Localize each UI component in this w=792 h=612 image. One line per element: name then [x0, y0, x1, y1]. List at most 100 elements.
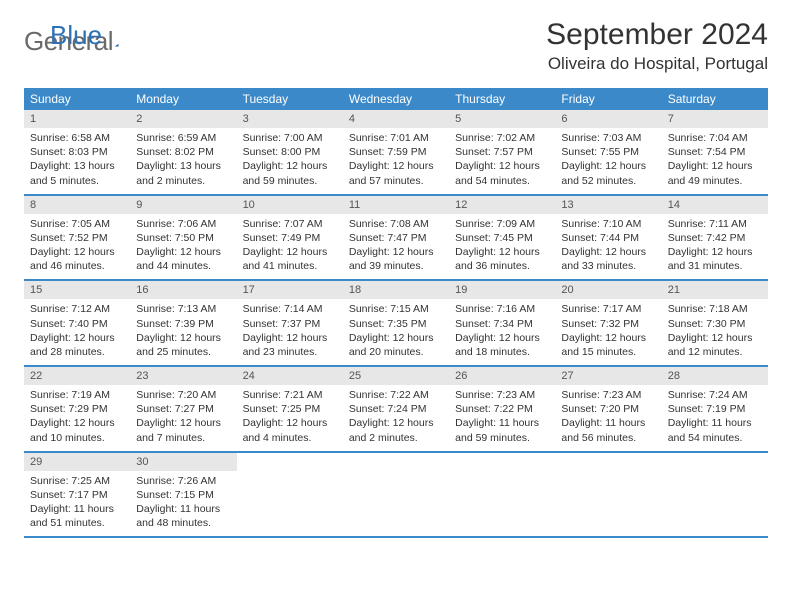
- week-row: 1Sunrise: 6:58 AMSunset: 8:03 PMDaylight…: [24, 110, 768, 196]
- sunrise-text: Sunrise: 7:12 AM: [30, 302, 124, 316]
- sunrise-text: Sunrise: 7:04 AM: [668, 131, 762, 145]
- sunrise-text: Sunrise: 7:07 AM: [243, 217, 337, 231]
- daylight-text: Daylight: 11 hours and 56 minutes.: [561, 416, 655, 444]
- sunset-text: Sunset: 7:29 PM: [30, 402, 124, 416]
- day-number: 20: [555, 281, 661, 299]
- sunrise-text: Sunrise: 7:16 AM: [455, 302, 549, 316]
- sunset-text: Sunset: 7:54 PM: [668, 145, 762, 159]
- daylight-text: Daylight: 12 hours and 57 minutes.: [349, 159, 443, 187]
- sunset-text: Sunset: 7:32 PM: [561, 317, 655, 331]
- day-body: Sunrise: 7:12 AMSunset: 7:40 PMDaylight:…: [24, 299, 130, 359]
- sunrise-text: Sunrise: 7:13 AM: [136, 302, 230, 316]
- day-number: 1: [24, 110, 130, 128]
- day-cell: 10Sunrise: 7:07 AMSunset: 7:49 PMDayligh…: [237, 196, 343, 280]
- day-body: Sunrise: 7:18 AMSunset: 7:30 PMDaylight:…: [662, 299, 768, 359]
- sunset-text: Sunset: 7:52 PM: [30, 231, 124, 245]
- title-block: September 2024 Oliveira do Hospital, Por…: [546, 18, 768, 74]
- day-number: 14: [662, 196, 768, 214]
- day-cell: 13Sunrise: 7:10 AMSunset: 7:44 PMDayligh…: [555, 196, 661, 280]
- sunrise-text: Sunrise: 6:59 AM: [136, 131, 230, 145]
- day-body: Sunrise: 7:22 AMSunset: 7:24 PMDaylight:…: [343, 385, 449, 445]
- day-body: Sunrise: 7:07 AMSunset: 7:49 PMDaylight:…: [237, 214, 343, 274]
- daylight-text: Daylight: 11 hours and 48 minutes.: [136, 502, 230, 530]
- sunset-text: Sunset: 7:30 PM: [668, 317, 762, 331]
- daylight-text: Daylight: 12 hours and 52 minutes.: [561, 159, 655, 187]
- day-cell: 25Sunrise: 7:22 AMSunset: 7:24 PMDayligh…: [343, 367, 449, 451]
- day-cell: [662, 453, 768, 537]
- day-number: 18: [343, 281, 449, 299]
- sunset-text: Sunset: 7:47 PM: [349, 231, 443, 245]
- day-cell: 2Sunrise: 6:59 AMSunset: 8:02 PMDaylight…: [130, 110, 236, 194]
- day-cell: 26Sunrise: 7:23 AMSunset: 7:22 PMDayligh…: [449, 367, 555, 451]
- day-body: Sunrise: 6:58 AMSunset: 8:03 PMDaylight:…: [24, 128, 130, 188]
- day-number: 15: [24, 281, 130, 299]
- day-cell: 16Sunrise: 7:13 AMSunset: 7:39 PMDayligh…: [130, 281, 236, 365]
- sunrise-text: Sunrise: 7:11 AM: [668, 217, 762, 231]
- daylight-text: Daylight: 12 hours and 36 minutes.: [455, 245, 549, 273]
- day-number: 6: [555, 110, 661, 128]
- sunrise-text: Sunrise: 7:00 AM: [243, 131, 337, 145]
- day-number: 8: [24, 196, 130, 214]
- sunrise-text: Sunrise: 7:05 AM: [30, 217, 124, 231]
- daylight-text: Daylight: 12 hours and 4 minutes.: [243, 416, 337, 444]
- sunset-text: Sunset: 8:00 PM: [243, 145, 337, 159]
- day-cell: 18Sunrise: 7:15 AMSunset: 7:35 PMDayligh…: [343, 281, 449, 365]
- day-body: Sunrise: 7:19 AMSunset: 7:29 PMDaylight:…: [24, 385, 130, 445]
- day-number: 16: [130, 281, 236, 299]
- daylight-text: Daylight: 12 hours and 18 minutes.: [455, 331, 549, 359]
- sunset-text: Sunset: 7:27 PM: [136, 402, 230, 416]
- week-row: 15Sunrise: 7:12 AMSunset: 7:40 PMDayligh…: [24, 281, 768, 367]
- daylight-text: Daylight: 12 hours and 44 minutes.: [136, 245, 230, 273]
- calendar: Sunday Monday Tuesday Wednesday Thursday…: [24, 88, 768, 538]
- day-body: Sunrise: 7:02 AMSunset: 7:57 PMDaylight:…: [449, 128, 555, 188]
- sunrise-text: Sunrise: 7:01 AM: [349, 131, 443, 145]
- daylight-text: Daylight: 13 hours and 5 minutes.: [30, 159, 124, 187]
- sunrise-text: Sunrise: 6:58 AM: [30, 131, 124, 145]
- daylight-text: Daylight: 12 hours and 59 minutes.: [243, 159, 337, 187]
- daylight-text: Daylight: 12 hours and 39 minutes.: [349, 245, 443, 273]
- day-body: Sunrise: 6:59 AMSunset: 8:02 PMDaylight:…: [130, 128, 236, 188]
- sunrise-text: Sunrise: 7:19 AM: [30, 388, 124, 402]
- day-body: Sunrise: 7:24 AMSunset: 7:19 PMDaylight:…: [662, 385, 768, 445]
- sunset-text: Sunset: 7:42 PM: [668, 231, 762, 245]
- sunrise-text: Sunrise: 7:18 AM: [668, 302, 762, 316]
- day-number: 10: [237, 196, 343, 214]
- sunrise-text: Sunrise: 7:08 AM: [349, 217, 443, 231]
- sunset-text: Sunset: 7:40 PM: [30, 317, 124, 331]
- sunset-text: Sunset: 7:19 PM: [668, 402, 762, 416]
- day-body: Sunrise: 7:20 AMSunset: 7:27 PMDaylight:…: [130, 385, 236, 445]
- daylight-text: Daylight: 12 hours and 31 minutes.: [668, 245, 762, 273]
- day-number: 29: [24, 453, 130, 471]
- weekday-thu: Thursday: [449, 88, 555, 110]
- day-body: Sunrise: 7:23 AMSunset: 7:20 PMDaylight:…: [555, 385, 661, 445]
- day-number: 25: [343, 367, 449, 385]
- day-cell: 24Sunrise: 7:21 AMSunset: 7:25 PMDayligh…: [237, 367, 343, 451]
- sunset-text: Sunset: 7:49 PM: [243, 231, 337, 245]
- daylight-text: Daylight: 12 hours and 33 minutes.: [561, 245, 655, 273]
- day-body: Sunrise: 7:06 AMSunset: 7:50 PMDaylight:…: [130, 214, 236, 274]
- day-number: 22: [24, 367, 130, 385]
- day-number: 23: [130, 367, 236, 385]
- day-cell: 15Sunrise: 7:12 AMSunset: 7:40 PMDayligh…: [24, 281, 130, 365]
- sunset-text: Sunset: 7:15 PM: [136, 488, 230, 502]
- day-cell: 5Sunrise: 7:02 AMSunset: 7:57 PMDaylight…: [449, 110, 555, 194]
- day-cell: 1Sunrise: 6:58 AMSunset: 8:03 PMDaylight…: [24, 110, 130, 194]
- day-number: 27: [555, 367, 661, 385]
- location-text: Oliveira do Hospital, Portugal: [546, 54, 768, 74]
- daylight-text: Daylight: 11 hours and 59 minutes.: [455, 416, 549, 444]
- sunrise-text: Sunrise: 7:17 AM: [561, 302, 655, 316]
- daylight-text: Daylight: 12 hours and 28 minutes.: [30, 331, 124, 359]
- day-number: 3: [237, 110, 343, 128]
- daylight-text: Daylight: 12 hours and 46 minutes.: [30, 245, 124, 273]
- month-title: September 2024: [546, 18, 768, 52]
- day-cell: 3 Sunrise: 7:00 AMSunset: 8:00 PMDaylight…: [237, 110, 343, 194]
- day-cell: 22Sunrise: 7:19 AMSunset: 7:29 PMDayligh…: [24, 367, 130, 451]
- sunrise-text: Sunrise: 7:23 AM: [561, 388, 655, 402]
- day-cell: 7Sunrise: 7:04 AMSunset: 7:54 PMDaylight…: [662, 110, 768, 194]
- daylight-text: Daylight: 12 hours and 12 minutes.: [668, 331, 762, 359]
- sunrise-text: Sunrise: 7:03 AM: [561, 131, 655, 145]
- day-number: 9: [130, 196, 236, 214]
- sunset-text: Sunset: 8:03 PM: [30, 145, 124, 159]
- sunrise-text: Sunrise: 7:02 AM: [455, 131, 549, 145]
- logo-triangle-icon: [115, 36, 119, 54]
